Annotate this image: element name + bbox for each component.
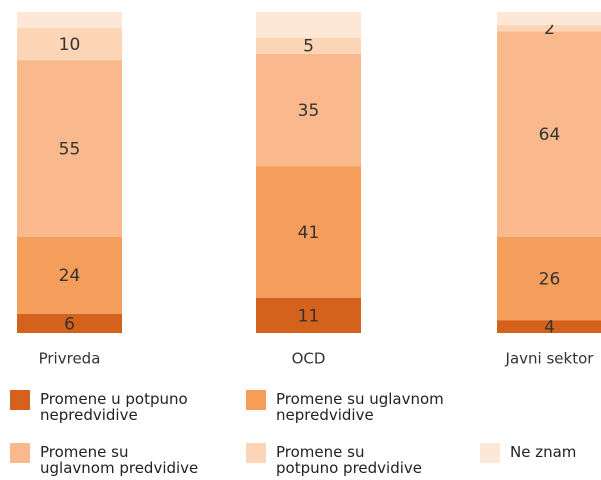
data-label: 5 [303,37,314,57]
bar-segment [256,53,361,167]
bar-segment [497,12,601,25]
x-tick-label: Javni sektor [505,350,595,368]
legend-label: Promene su uglavnom nepredvidive [276,390,444,424]
legend-swatch [10,443,30,463]
chart: 6 24 55 10 Privreda 11 41 35 5 OCD 4 26 64 2 Javni sek… [17,12,601,368]
legend-item: Promene su uglavnom predvidive [10,443,198,476]
legend-swatch [10,390,30,410]
bar-segment [17,28,122,61]
bar-segment [497,24,601,32]
bar-segment [256,297,361,333]
x-tick-label: OCD [292,350,326,368]
bar-segment [497,31,601,237]
legend-label: Ne znam [510,443,577,461]
legend-swatch [246,443,266,463]
data-label: 64 [539,125,561,145]
legend-label: Promene su potpuno predvidive [276,443,423,477]
legend-label: Promene u potpuno nepredvidive [40,390,188,424]
bar-segment [497,236,601,321]
legend-swatch [246,390,266,410]
bar-segment [17,313,122,333]
data-label: 24 [59,266,81,286]
data-label: 10 [59,35,81,55]
legend-item: Promene su uglavnom nepredvidive [246,390,444,423]
data-label: 35 [298,101,320,121]
legend-item: Ne znam [480,443,576,463]
legend-item: Promene u potpuno nepredvidive [10,390,188,423]
data-label: 26 [539,269,561,289]
bar-segment [256,37,361,54]
data-label: 41 [298,223,320,243]
x-tick-label: Privreda [39,350,101,368]
legend-label: Promene su uglavnom predvidive [40,443,199,477]
bar-segment [17,236,122,314]
legend-swatch [480,443,500,463]
data-label: 4 [544,318,555,338]
bar-segment [256,12,361,38]
bar-segment [497,320,601,333]
legend-item: Promene su potpuno predvidive [246,443,422,476]
bar-segment [17,60,122,237]
bar-segment [256,166,361,298]
data-label: 11 [298,306,320,326]
data-label: 6 [64,314,75,334]
bar-segment [17,12,122,29]
data-label: 55 [59,139,81,159]
data-label: 2 [544,19,555,39]
